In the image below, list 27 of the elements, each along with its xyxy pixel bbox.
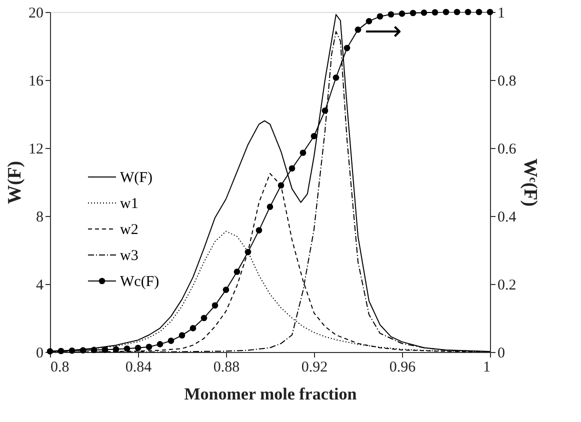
y2-tick-label: 1: [498, 6, 505, 22]
y2-tick-label: 0.8: [498, 74, 516, 90]
y2-tick-label: 0: [498, 346, 505, 362]
y-tick-label: 8: [36, 210, 44, 226]
y2-tick-label: 0.6: [498, 142, 517, 158]
x-tick-label: 0.8: [50, 360, 70, 376]
x-axis-title: Monomer mole fraction: [184, 384, 358, 404]
legend-label: W(F): [120, 170, 152, 186]
legend-label: w2: [120, 222, 138, 238]
y-tick-label: 16: [28, 74, 44, 90]
y-tick-label: 4: [36, 278, 44, 294]
legend-label: w3: [120, 248, 138, 264]
x-tick-label: 0.84: [125, 360, 152, 376]
legend-label: w1: [120, 196, 138, 212]
annotation: ⟶: [364, 16, 402, 46]
x-tick-label: 0.96: [389, 360, 416, 376]
x-tick-label: 0.92: [301, 360, 328, 376]
y-tick-label: 0: [36, 346, 44, 362]
y2-axis-title: Wᶜ(F): [519, 158, 540, 207]
y-tick-label: 20: [28, 6, 44, 22]
y-tick-label: 12: [28, 142, 44, 158]
legend-label: Wc(F): [120, 274, 160, 290]
x-tick-label: 1: [483, 360, 490, 376]
y2-tick-label: 0.4: [498, 210, 517, 226]
y2-tick-label: 0.2: [498, 278, 516, 294]
y-axis-title: W(F): [4, 160, 26, 204]
x-tick-label: 0.88: [213, 360, 240, 376]
